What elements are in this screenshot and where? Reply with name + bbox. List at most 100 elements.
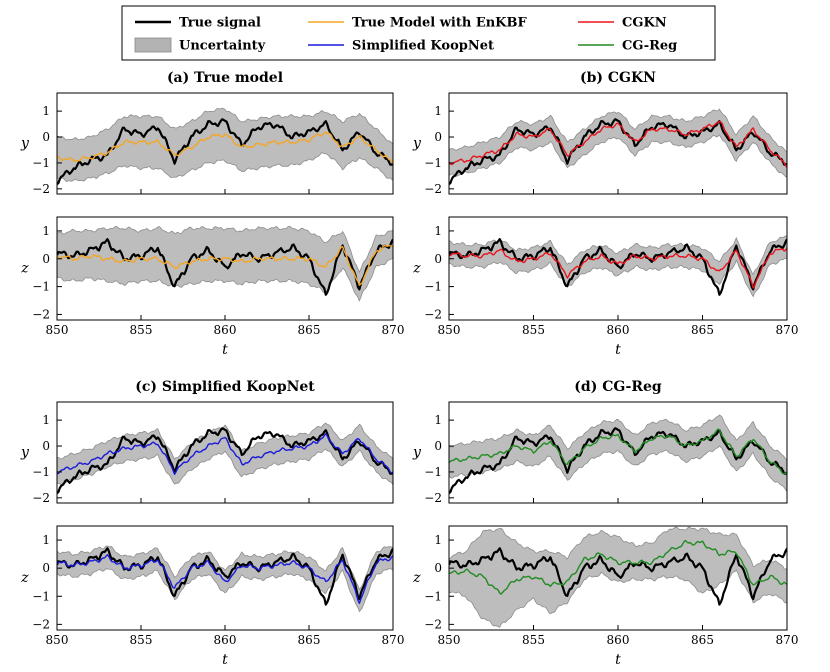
subplot-z: 1 0 −1 −2 z 850 855 860 865 870 t [20,525,405,668]
series-true-signal [57,547,393,606]
subplot-z: 1 0 −1 −2 z 850 855 860 865 870 t [412,216,799,358]
y-tick-label: −2 [32,307,50,321]
legend-label: CGKN [622,16,667,31]
y-tick-label: 0 [42,130,50,144]
subplot-y: 1 0 −1 −2 y [20,401,394,505]
y-tick-label: 0 [42,561,50,575]
y-tick-label: −1 [424,589,442,603]
panel-a: (a) True model 1 0 −1 −2 y 1 0 −1 −2 z 850 855 860 865… [20,70,404,358]
x-tick-label: 855 [522,633,545,647]
y-tick-label: 0 [434,252,442,266]
x-tick-label: 860 [607,323,630,337]
x-tick-label: 870 [382,633,405,647]
y-tick-label: −1 [32,280,50,294]
y-tick-label: −1 [32,156,50,170]
y-axis-label: z [412,261,421,277]
series-true-model-with-enkbf [57,244,393,286]
panel-title: (d) CG-Reg [574,379,662,395]
panel-c: (c) Simplified KoopNet 1 0 −1 −2 y 1 0 −1 −2 z 850 8… [20,379,404,668]
uncertainty-band [449,526,787,628]
series-true-signal [57,118,393,186]
x-tick-label: 870 [382,323,405,337]
y-axis-label: z [20,570,29,586]
legend-item-uncertainty: Uncertainty [134,37,266,54]
x-axis-label: t [615,652,621,668]
x-tick-label: 870 [776,323,799,337]
x-tick-label: 860 [214,633,237,647]
plot-area [449,235,787,298]
x-tick-label: 850 [46,633,69,647]
uncertainty-band [57,107,393,182]
legend-item-simplified-koopnet: Simplified KoopNet [308,39,494,54]
legend-item-true-signal: True signal [135,16,261,31]
legend-label: Uncertainty [179,39,266,54]
uncertainty-band [57,225,393,302]
y-tick-label: −1 [424,465,442,479]
plot-area [449,414,787,495]
x-tick-label: 870 [776,633,799,647]
x-tick-label: 855 [522,323,545,337]
x-tick-label: 865 [691,633,714,647]
subplot-y: 1 0 −1 −2 y [412,401,788,505]
legend-item-cg-reg: CG-Reg [578,39,677,54]
y-tick-label: 0 [42,252,50,266]
panel-title: (b) CGKN [580,70,656,86]
y-tick-label: 0 [42,439,50,453]
panel-b: (b) CGKN 1 0 −1 −2 y 1 0 −1 −2 z 850 855 860 865 870 t [412,70,798,358]
y-axis-label: y [412,136,422,152]
y-tick-label: 1 [434,413,442,427]
y-tick-label: −1 [424,156,442,170]
series-cg-reg [449,539,787,595]
x-tick-label: 855 [130,323,153,337]
series-true-model-with-enkbf [57,131,393,164]
y-axis-label: y [20,136,30,152]
x-tick-label: 865 [298,633,321,647]
y-tick-label: 0 [434,439,442,453]
y-tick-label: −2 [32,491,50,505]
y-tick-label: 1 [42,533,50,547]
panel-title: (c) Simplified KoopNet [135,379,315,395]
legend-item-cgkn: CGKN [578,16,667,31]
subplot-y: 1 0 −1 −2 y [412,92,788,196]
legend-label: True Model with EnKBF [352,16,527,31]
plot-area [57,225,393,302]
series-true-signal [57,238,393,296]
y-tick-label: −2 [32,182,50,196]
plot-area [449,108,787,186]
plot-area [449,526,787,628]
legend-label: CG-Reg [622,39,677,54]
y-tick-label: −2 [424,491,442,505]
uncertainty-band [449,414,787,493]
x-tick-label: 850 [438,323,461,337]
y-tick-label: −2 [424,307,442,321]
uncertainty-band [57,545,393,613]
x-tick-label: 860 [607,633,630,647]
x-tick-label: 850 [438,633,461,647]
y-tick-label: −1 [32,589,50,603]
series-true-signal [449,427,787,495]
x-tick-label: 860 [214,323,237,337]
y-axis-label: z [20,261,29,277]
subplot-z: 1 0 −1 −2 z 850 855 860 865 870 t [20,216,405,358]
series-true-signal [57,427,393,495]
legend-label: True signal [179,16,261,31]
uncertainty-band [449,108,787,178]
subplot-z: 1 0 −1 −2 z 850 855 860 865 870 t [412,525,799,668]
x-tick-label: 865 [691,323,714,337]
y-tick-label: −2 [32,617,50,631]
y-tick-label: 1 [42,224,50,238]
plot-area [57,545,393,613]
series-true-signal [449,547,787,606]
x-tick-label: 865 [298,323,321,337]
y-tick-label: 1 [434,533,442,547]
y-tick-label: −1 [32,465,50,479]
panel-title: (a) True model [167,70,283,86]
series-cgkn [449,247,787,289]
legend-swatch [134,37,172,53]
legend: True signal Uncertainty True Model with En… [121,5,716,61]
series-cg-reg [449,428,787,475]
y-tick-label: 1 [42,104,50,118]
y-tick-label: 0 [434,130,442,144]
y-axis-label: z [412,570,421,586]
